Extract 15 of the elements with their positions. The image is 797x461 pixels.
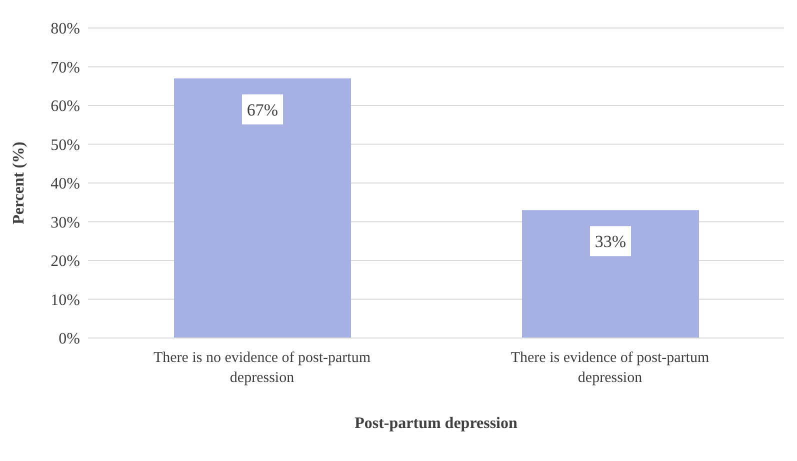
y-axis-title: Percent (%) [10,142,28,224]
x-tick-label: There is evidence of post-partum depression [510,350,710,386]
y-tick-label: 80% [50,20,80,38]
x-tick-label: There is no evidence of post-partum depression [153,350,371,386]
y-tick-label: 50% [50,136,80,154]
y-tick-label: 30% [50,214,80,232]
data-label: 67% [246,100,278,120]
y-tick-label: 40% [50,176,80,193]
y-tick-label: 60% [50,98,80,116]
data-label: 33% [594,232,626,252]
y-tick-label: 10% [50,292,80,309]
y-tick-label: 70% [50,59,80,76]
y-tick-label: 0% [58,330,80,348]
x-axis-title: Post-partum depression [354,415,518,432]
y-tick-label: 20% [50,253,80,270]
